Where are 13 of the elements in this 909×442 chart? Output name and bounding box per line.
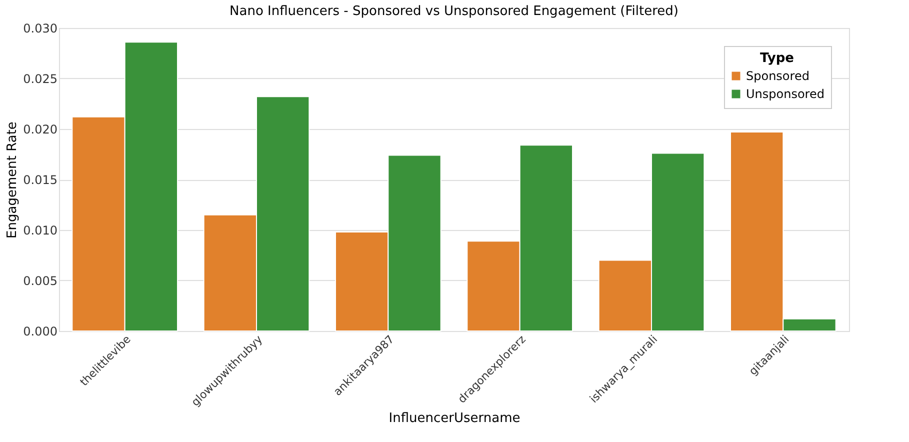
- y-tick-label: 0.005: [23, 274, 58, 288]
- chart-title: Nano Influencers - Sponsored vs Unsponsored Engagement (Filtered): [230, 4, 678, 19]
- legend-label: Sponsored: [746, 69, 810, 83]
- y-tick-label: 0.030: [23, 22, 58, 36]
- legend-label: Unsponsored: [746, 87, 824, 101]
- y-tick-label: 0.020: [23, 122, 58, 136]
- y-tick-label: 0.015: [23, 173, 58, 187]
- x-axis-title: InfluencerUsername: [388, 411, 520, 426]
- y-tick-label: 0.010: [23, 224, 58, 238]
- legend-title: Type: [760, 51, 794, 66]
- y-tick-label: 0.025: [23, 72, 58, 86]
- y-axis-title: Engagement Rate: [5, 122, 20, 238]
- y-tick-label: 0.000: [23, 324, 58, 338]
